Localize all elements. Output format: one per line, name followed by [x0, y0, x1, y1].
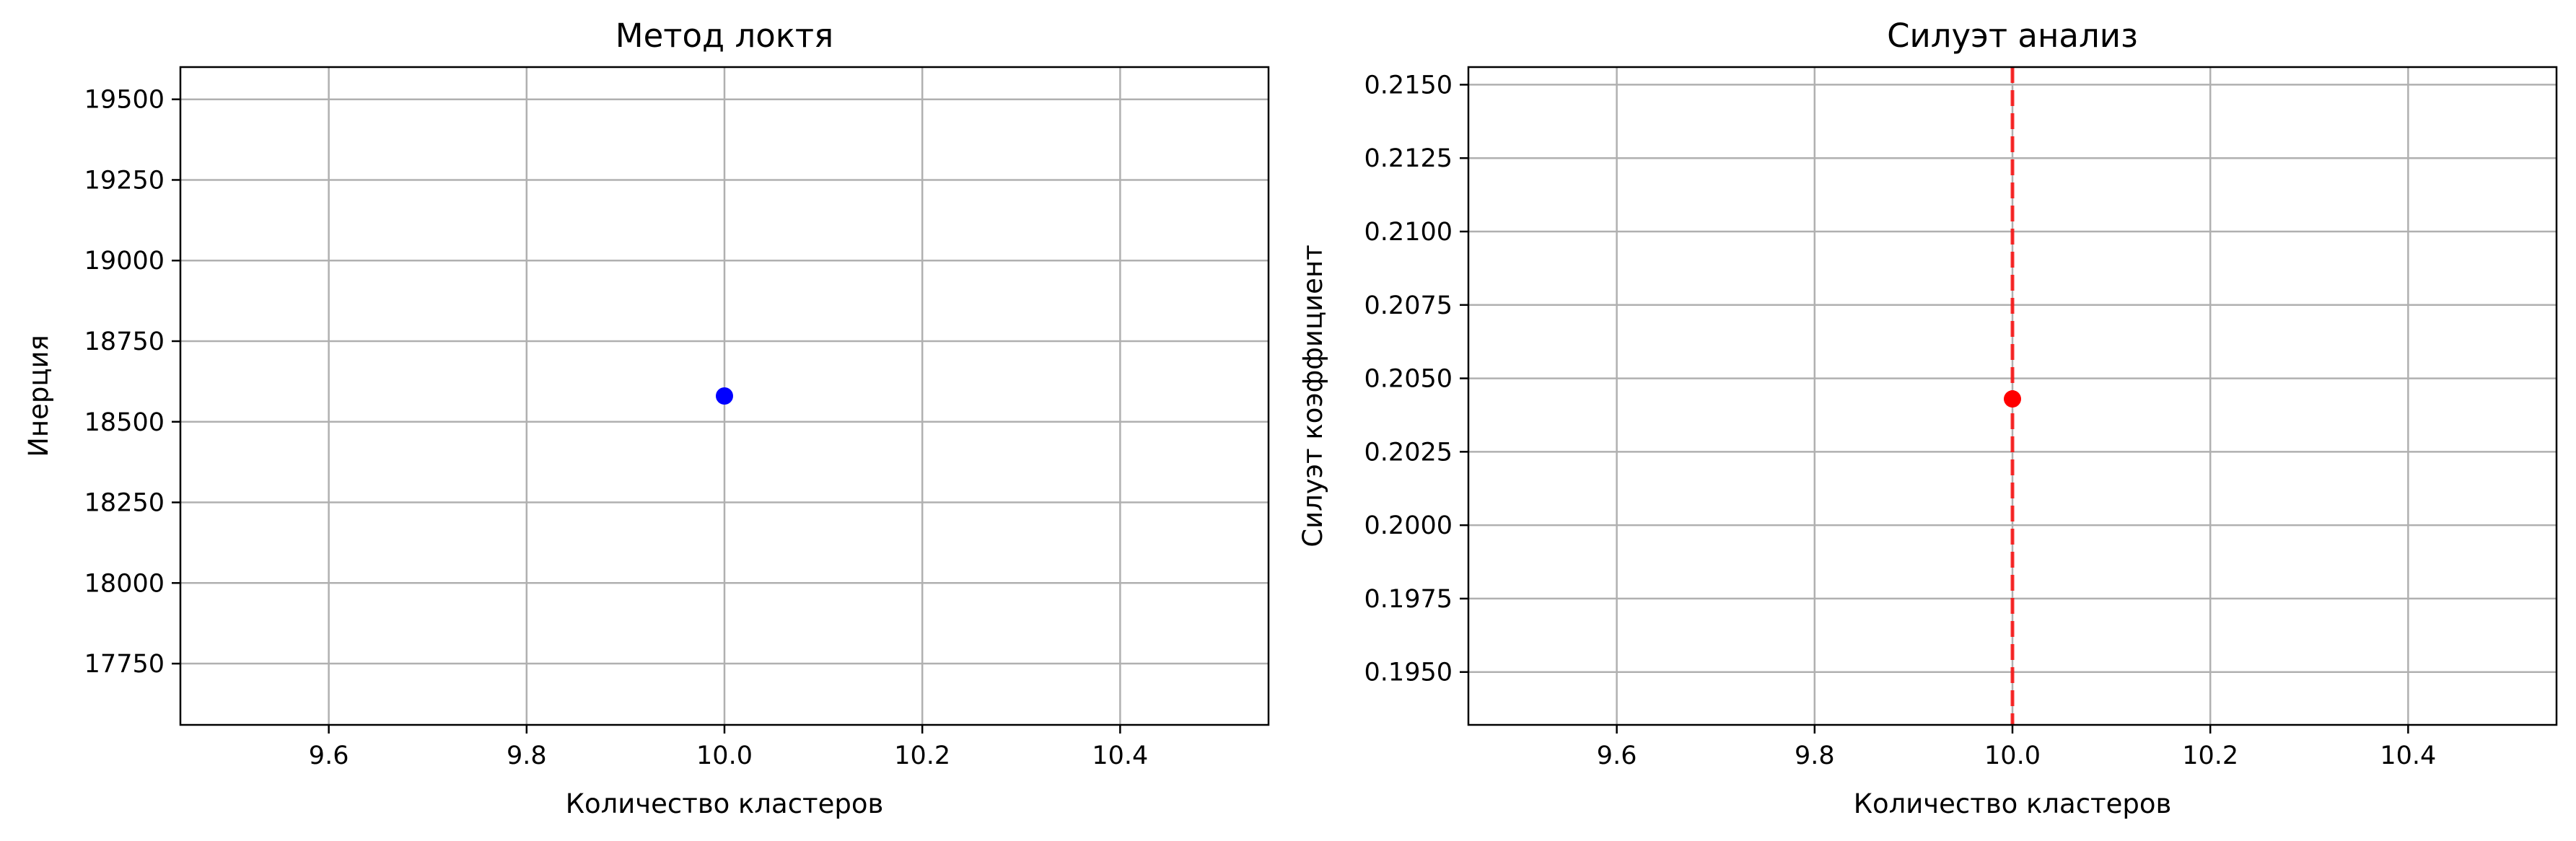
y-tick-label: 0.2125 — [1364, 144, 1453, 173]
y-tick-label: 0.2000 — [1364, 511, 1453, 540]
x-tick-label: 9.8 — [507, 741, 547, 770]
y-tick-label: 19500 — [84, 86, 165, 115]
y-tick-label: 0.2075 — [1364, 291, 1453, 320]
y-tick-label: 18250 — [84, 489, 165, 518]
x-tick-label: 9.6 — [1597, 741, 1637, 770]
x-tick-label: 10.0 — [1984, 741, 2041, 770]
chart-title: Метод локтя — [615, 17, 833, 55]
x-tick-label: 10.4 — [2380, 741, 2436, 770]
x-tick-label: 9.6 — [309, 741, 349, 770]
x-axis-label: Количество кластеров — [1854, 788, 2172, 819]
y-axis-label: Инерция — [23, 335, 54, 457]
y-tick-label: 0.1950 — [1364, 659, 1453, 687]
y-axis-label: Силуэт коэффициент — [1297, 245, 1328, 547]
y-tick-label: 18750 — [84, 327, 165, 356]
x-tick-label: 10.2 — [2182, 741, 2238, 770]
y-tick-label: 0.2100 — [1364, 218, 1453, 247]
chart-title: Силуэт анализ — [1887, 17, 2138, 55]
silhouette-chart-panel: 9.6 9.8 10.0 10.2 10.4 0.1950 0.1975 0.2000 0.20… — [1297, 17, 2558, 819]
y-tick-label: 0.2025 — [1364, 438, 1453, 467]
y-tick-label: 0.2150 — [1364, 71, 1453, 100]
x-tick-label: 10.4 — [1092, 741, 1148, 770]
y-tick-label: 0.1975 — [1364, 585, 1453, 614]
y-tick-label: 18500 — [84, 408, 165, 437]
data-point — [716, 387, 733, 405]
x-tick-label: 10.0 — [696, 741, 753, 770]
y-tick-label: 18000 — [84, 569, 165, 598]
x-tick-label: 9.8 — [1795, 741, 1835, 770]
elbow-chart-panel: 9.6 9.8 10.0 10.2 10.4 17750 18000 18250 18500 18… — [23, 17, 1270, 819]
data-point — [2004, 390, 2021, 408]
y-tick-label: 19000 — [84, 247, 165, 276]
y-tick-label: 17750 — [84, 650, 165, 679]
x-axis-label: Количество кластеров — [566, 788, 884, 819]
y-tick-label: 0.2050 — [1364, 365, 1453, 394]
y-tick-label: 19250 — [84, 166, 165, 195]
x-tick-label: 10.2 — [894, 741, 950, 770]
